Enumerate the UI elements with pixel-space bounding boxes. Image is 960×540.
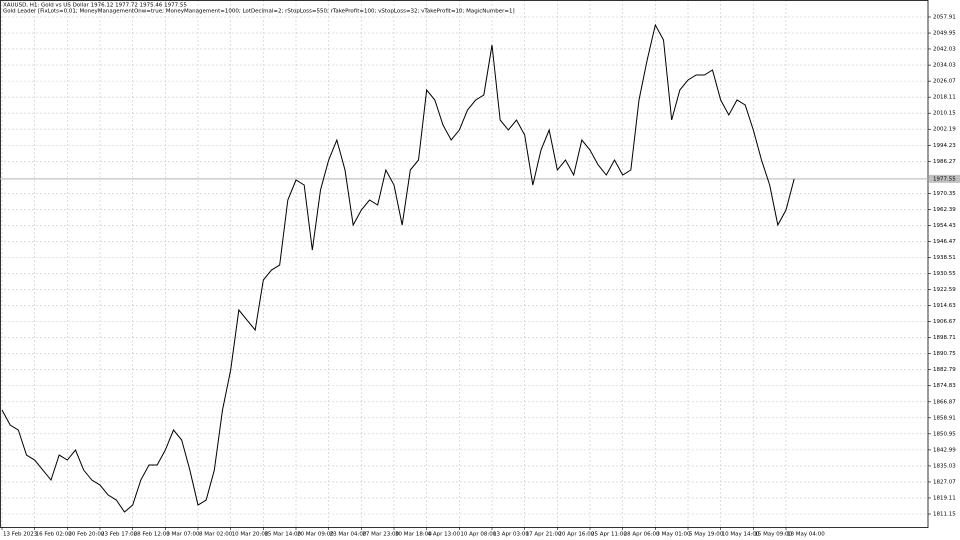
x-tick-label: 4 Apr 13:00 <box>428 532 461 538</box>
y-tick-label: 2042.03 <box>933 46 956 52</box>
x-tick-label: 15 Mar 14:00 <box>264 532 301 538</box>
x-tick-label: 13 Apr 03:00 <box>493 532 529 538</box>
y-tick-label: 1890.75 <box>933 351 956 357</box>
y-tick-label: 1835.03 <box>933 463 956 469</box>
chart-subtitle: Gold Leader [FixLots=0.01; MoneyManageme… <box>3 9 515 15</box>
y-tick-label: 1882.79 <box>933 367 956 373</box>
x-tick-label: 10 Apr 08:00 <box>460 532 496 538</box>
x-tick-label: 30 Mar 18:00 <box>395 532 432 538</box>
y-tick-label: 1827.07 <box>933 479 956 485</box>
y-tick-label: 2018.11 <box>933 95 956 101</box>
x-tick-label: 17 Apr 21:00 <box>526 532 562 538</box>
x-tick-label: 20 Apr 16:00 <box>558 532 594 538</box>
x-tick-label: 3 Mar 07:00 <box>166 532 200 538</box>
x-tick-label: 20 Mar 09:00 <box>297 532 334 538</box>
y-tick-label: 1858.91 <box>933 415 956 421</box>
x-tick-label: 8 Mar 02:00 <box>199 532 233 538</box>
y-tick-label: 1850.95 <box>933 431 956 437</box>
x-tick-label: 25 Apr 11:00 <box>591 532 627 538</box>
x-tick-label: 16 Feb 02:00 <box>36 532 73 538</box>
y-tick-label: 1914.63 <box>933 303 956 309</box>
y-tick-label: 1811.15 <box>933 512 956 518</box>
y-tick-label: 1819.11 <box>933 495 956 501</box>
y-tick-label: 1906.67 <box>933 319 956 325</box>
y-tick-label: 2049.95 <box>933 31 956 37</box>
y-tick-label: 1946.47 <box>933 239 956 245</box>
chart-title: XAUUSD, H1: Gold vs US Dollar 1976.12 19… <box>3 3 187 9</box>
current-price-box <box>929 174 960 183</box>
x-tick-label: 23 Feb 17:00 <box>101 532 138 538</box>
y-tick-label: 1986.27 <box>933 159 956 165</box>
y-tick-label: 1866.87 <box>933 399 956 405</box>
x-tick-label: 23 Mar 04:00 <box>330 532 367 538</box>
x-tick-label: 27 Mar 23:00 <box>362 532 399 538</box>
y-tick-label: 1842.99 <box>933 447 956 453</box>
x-tick-label: 5 May 19:00 <box>689 532 724 538</box>
x-tick-label: 20 Feb 20:00 <box>68 532 105 538</box>
y-tick-label: 2034.03 <box>933 63 956 69</box>
y-tick-label: 1970.35 <box>933 191 956 197</box>
y-tick-label: 2026.07 <box>933 79 956 85</box>
y-tick-label: 1898.71 <box>933 335 956 341</box>
x-tick-label: 13 Feb 2023 <box>3 532 38 538</box>
y-tick-label: 1930.55 <box>933 271 956 277</box>
price-line <box>1 23 795 513</box>
x-tick-label: 18 May 04:00 <box>787 532 825 538</box>
y-tick-label: 1874.83 <box>933 383 956 389</box>
y-tick-label: 1922.59 <box>933 287 956 293</box>
x-tick-label: 10 May 14:00 <box>722 532 760 538</box>
y-tick-label: 1954.43 <box>933 223 956 229</box>
y-tick-label: 1938.51 <box>933 255 956 261</box>
y-tick-label: 2057.91 <box>933 14 956 20</box>
plot-frame <box>0 0 929 528</box>
x-tick-label: 28 Feb 12:00 <box>134 532 171 538</box>
y-tick-label: 1994.23 <box>933 143 956 149</box>
x-tick-label: 15 May 09:00 <box>754 532 792 538</box>
x-tick-label: 10 Mar 20:00 <box>232 532 269 538</box>
x-tick-label: 28 Apr 06:00 <box>624 532 660 538</box>
current-price-label: 1977.55 <box>933 176 956 182</box>
y-tick-label: 2002.19 <box>933 127 956 133</box>
y-tick-label: 2010.15 <box>933 111 956 117</box>
y-tick-label: 1962.39 <box>933 207 956 213</box>
x-tick-label: 3 May 01:00 <box>656 532 691 538</box>
